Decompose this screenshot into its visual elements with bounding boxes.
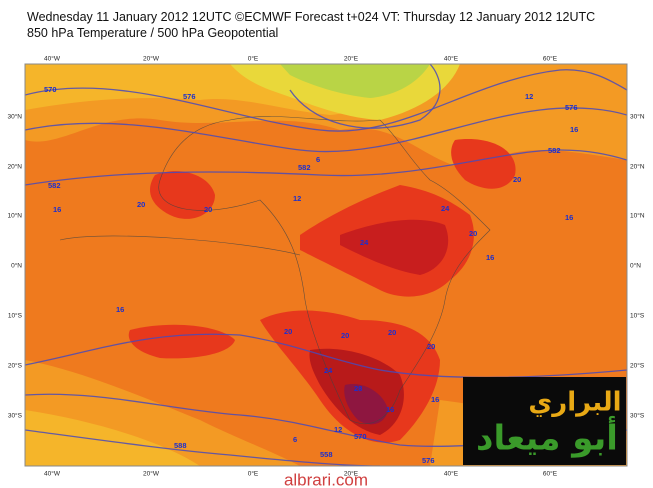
contour-label: 16: [431, 395, 439, 404]
contour-label: 20: [204, 205, 212, 214]
lon-label: 40°W: [44, 55, 61, 63]
lat-label: 20°N: [630, 163, 645, 171]
contour-label: 16: [570, 125, 578, 134]
lat-labels-right: 30°N 20°N 10°N 0°N 10°S 20°S 30°S: [630, 113, 645, 420]
lat-label: 0°N: [630, 262, 641, 270]
contour-label: 16: [116, 305, 124, 314]
lon-label: 20°W: [143, 470, 160, 478]
contour-label: 12: [293, 194, 301, 203]
contour-label: 6: [293, 435, 297, 444]
watermark: albrari.com: [284, 470, 368, 488]
contour-label: 20: [284, 327, 292, 336]
lon-label: 60°E: [543, 470, 558, 478]
lat-label: 10°S: [8, 312, 23, 320]
contour-label: 24: [441, 204, 450, 213]
lat-label: 30°S: [630, 412, 645, 420]
lon-label: 20°E: [344, 55, 359, 63]
contour-label: 582: [548, 146, 561, 155]
temp-field-warm: [128, 324, 235, 359]
lat-label: 10°N: [630, 212, 645, 220]
map-frame: [24, 63, 628, 467]
lat-label: 0°N: [11, 262, 22, 270]
contour-label: 576: [422, 456, 435, 465]
lat-label: 20°S: [630, 362, 645, 370]
temp-field-colder: [280, 64, 430, 98]
lat-label: 10°N: [7, 212, 22, 220]
temp-field-hot: [340, 219, 449, 275]
lat-label: 20°S: [8, 362, 23, 370]
contour-label: 20: [388, 328, 396, 337]
contour-label: 20: [137, 200, 145, 209]
temp-field-warm: [150, 171, 215, 219]
header-line2: 850 hPa Temperature / 500 hPa Geopotenti…: [27, 26, 278, 40]
contour-label: 28: [354, 384, 362, 393]
contour-label: 588: [174, 441, 187, 450]
contour-line: [25, 149, 627, 186]
contour-label: 582: [298, 163, 311, 172]
lat-label: 30°S: [8, 412, 23, 420]
contour-label: 16: [565, 213, 573, 222]
lon-label: 0°E: [248, 55, 259, 63]
lon-label: 20°W: [143, 55, 160, 63]
contour-line: [25, 107, 627, 153]
contour-line: [289, 64, 441, 129]
lon-label: 40°W: [44, 470, 61, 478]
contour-label: 12: [525, 92, 533, 101]
contour-label: 20: [469, 229, 477, 238]
contour-label: 576: [183, 92, 196, 101]
contour-label: 570: [354, 432, 367, 441]
contour-labels: 570 576 582 582 6 12 576 16 582 12 16 20…: [44, 85, 578, 465]
contour-line: [25, 69, 627, 132]
contour-label: 570: [44, 85, 57, 94]
lon-labels-top: 40°W 20°W 0°E 20°E 40°E 60°E: [44, 55, 558, 63]
lat-label: 20°N: [7, 163, 22, 171]
contour-label: 582: [48, 181, 61, 190]
contour-label: 576: [565, 103, 578, 112]
temp-field-warm: [451, 139, 516, 189]
lat-labels-left: 30°N 20°N 10°N 0°N 10°S 20°S 30°S: [7, 113, 22, 420]
lon-label: 60°E: [543, 55, 558, 63]
contour-label: 6: [316, 155, 320, 164]
temp-field-hottest: [344, 384, 388, 425]
lon-label: 20°E: [344, 470, 359, 478]
temp-field-cooler-south: [25, 410, 200, 466]
contour-label: 24: [360, 238, 369, 247]
contour-line: [25, 429, 381, 466]
logo-line1: البراري: [528, 388, 621, 418]
contour-label: 16: [53, 205, 61, 214]
logo-line2: أبو ميعاد: [476, 416, 618, 459]
lat-label: 30°N: [630, 113, 645, 121]
contour-label: 12: [334, 425, 342, 434]
lat-label: 30°N: [7, 113, 22, 121]
contour-label: 20: [427, 342, 435, 351]
contour-label: 20: [341, 331, 349, 340]
coastline: [59, 116, 491, 425]
lon-labels-bottom: 40°W 20°W 0°E 20°E 40°E 60°E: [44, 470, 558, 478]
contour-label: 16: [386, 405, 394, 414]
lon-label: 40°E: [444, 470, 459, 478]
contour-label: 20: [513, 175, 521, 184]
contour-label: 558: [320, 450, 333, 459]
lon-label: 40°E: [444, 55, 459, 63]
logo: البراري أبو ميعاد: [463, 377, 626, 465]
logo-box: [463, 377, 626, 465]
lon-label: 0°E: [248, 470, 259, 478]
header-line1: Wednesday 11 January 2012 12UTC ©ECMWF F…: [27, 10, 595, 24]
contour-label: 24: [324, 366, 333, 375]
lat-label: 10°S: [630, 312, 645, 320]
contour-label: 16: [486, 253, 494, 262]
